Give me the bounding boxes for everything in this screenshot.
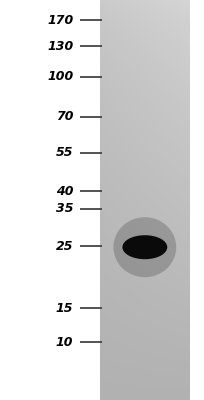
Ellipse shape (113, 217, 176, 277)
Text: 10: 10 (56, 336, 73, 348)
Text: 130: 130 (47, 40, 73, 52)
Text: 170: 170 (47, 14, 73, 26)
Ellipse shape (122, 235, 167, 259)
Text: 40: 40 (56, 185, 73, 198)
Text: 100: 100 (47, 70, 73, 83)
Text: 35: 35 (56, 202, 73, 215)
Text: 55: 55 (56, 146, 73, 159)
Text: 70: 70 (56, 110, 73, 123)
Text: 25: 25 (56, 240, 73, 252)
Text: 15: 15 (56, 302, 73, 314)
